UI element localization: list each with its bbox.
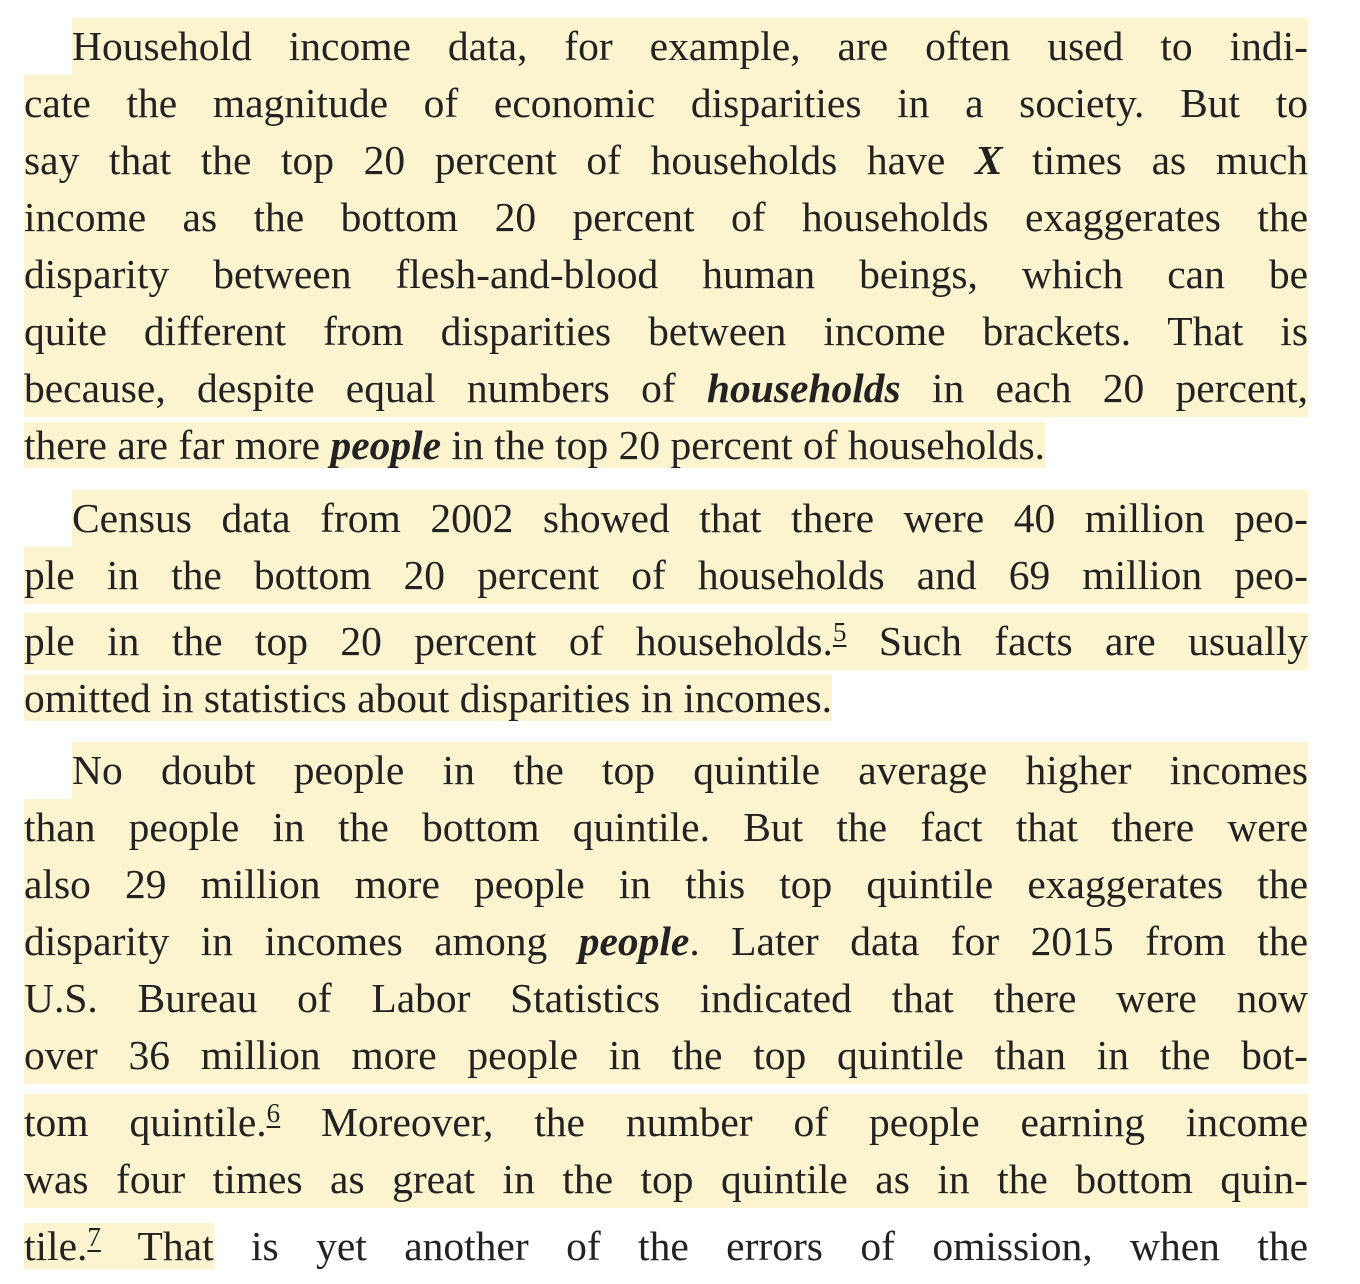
text-line: income as the bottom 20 percent of house… [24,189,1308,246]
text-line: because, despite equal numbers of househ… [24,360,1308,417]
text-line: disparity between flesh-and-blood human … [24,246,1308,303]
emphasis-x: X [974,137,1003,183]
text-line: tile.7 That is yet another of the errors… [24,1222,1308,1269]
footnote-5-link[interactable]: 5 [832,617,847,647]
text-line: say that the top 20 percent of household… [24,132,1308,189]
text-line: U.S. Bureau of Labor Statistics indicate… [24,970,1308,1027]
footnote-6-link[interactable]: 6 [266,1098,281,1128]
text-line: ple in the top 20 percent of households.… [24,613,1308,670]
text-line: tom quintile.6 Moreover, the number of p… [24,1094,1308,1151]
footnote-7-link[interactable]: 7 [87,1222,101,1252]
text-line: quite different from disparities between… [24,303,1308,360]
text-line: Household income data, for example, are … [24,18,1308,75]
text-line: over 36 million more people in the top q… [24,1027,1308,1084]
text-line: omitted in statistics about disparities … [24,675,832,721]
emphasis-households: households [706,365,901,411]
text-line: Census data from 2002 showed that there … [24,490,1308,547]
text-line: was four times as great in the top quint… [24,1151,1308,1208]
emphasis-people: people [330,422,442,468]
text-line: cate the magnitude of economic dispariti… [24,75,1308,132]
text-line: No doubt people in the top quintile aver… [24,742,1308,799]
text-line: than people in the bottom quintile. But … [24,799,1308,856]
text-line: disparity in incomes among people. Later… [24,913,1308,970]
emphasis-people: people [578,918,690,964]
text-line: there are far more people in the top 20 … [24,422,1046,468]
text-line: ple in the bottom 20 percent of househol… [24,547,1308,604]
text-line: also 29 million more people in this top … [24,856,1308,913]
